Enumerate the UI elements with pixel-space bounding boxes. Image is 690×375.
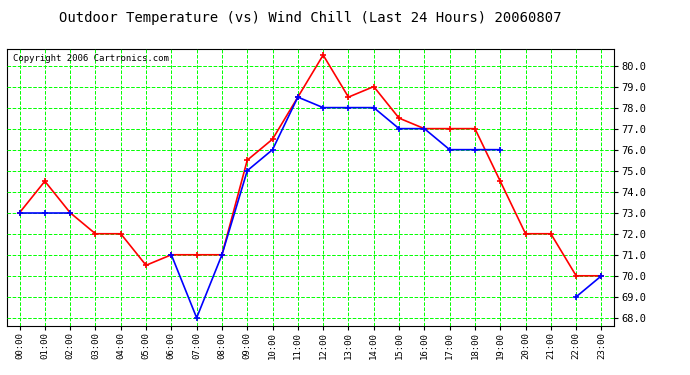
Text: Copyright 2006 Cartronics.com: Copyright 2006 Cartronics.com <box>13 54 169 63</box>
Text: Outdoor Temperature (vs) Wind Chill (Last 24 Hours) 20060807: Outdoor Temperature (vs) Wind Chill (Las… <box>59 11 562 25</box>
